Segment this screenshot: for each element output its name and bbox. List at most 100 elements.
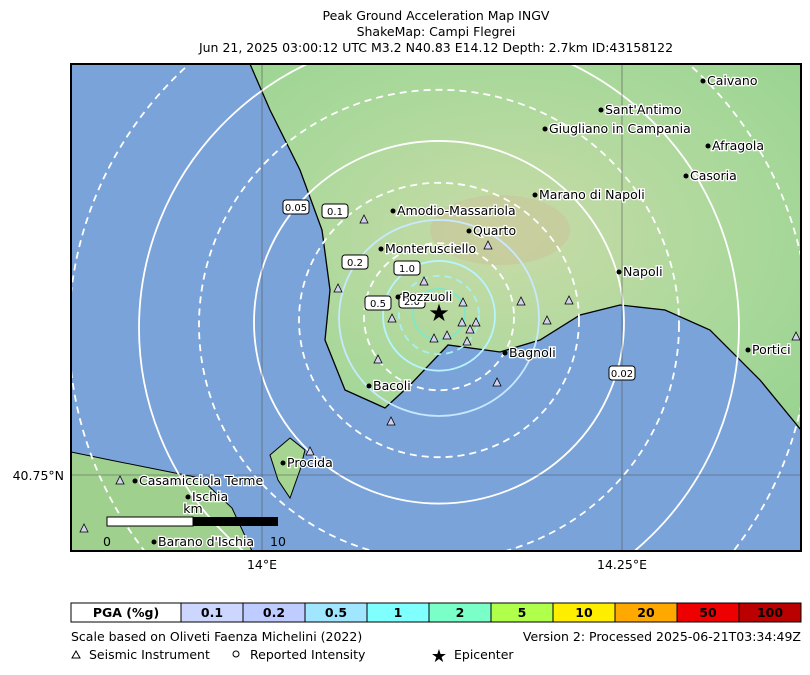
seismic-station — [516, 296, 526, 306]
contour-label: 2.0 — [404, 297, 420, 308]
epicenter: ★ — [428, 299, 450, 327]
pga-level: 50 — [699, 605, 717, 620]
place-label: Ischia — [192, 489, 228, 504]
seismic-station — [791, 331, 801, 341]
pga-level: 2 — [456, 605, 465, 620]
contour-label-box — [393, 260, 421, 276]
seismic-station — [564, 295, 574, 305]
place-dot — [745, 347, 751, 353]
seismic-station — [386, 416, 396, 426]
seismic-station — [373, 354, 383, 364]
event-info: Jun 21, 2025 03:00:12 UTC M3.2 N40.83 E1… — [198, 40, 673, 55]
contour-label: 0.1 — [327, 207, 343, 218]
contour — [382, 260, 496, 372]
contour-label-box — [608, 365, 636, 381]
contour — [138, 64, 740, 551]
seismic-station — [542, 315, 552, 325]
seismic-station — [305, 446, 315, 456]
place-dot — [395, 294, 401, 300]
contour-label-box — [341, 254, 369, 270]
place-dot — [378, 246, 384, 252]
place-label: Marano di Napoli — [539, 187, 645, 202]
seismic-station — [471, 317, 481, 327]
seismic-station — [442, 330, 452, 340]
pga-level: 10 — [575, 605, 593, 620]
contour-label: 0.05 — [285, 203, 307, 214]
title: Peak Ground Acceleration Map INGV — [323, 8, 550, 23]
place-dot — [542, 126, 548, 132]
scale-note: Scale based on Oliveti Faenza Michelini … — [71, 629, 362, 644]
epicenter-icon: ★ — [431, 646, 447, 667]
contour-label-box — [282, 199, 310, 215]
place-label: Barano d'Ischia — [158, 534, 254, 549]
place-dot — [502, 350, 508, 356]
seismic-station — [483, 240, 493, 250]
seismic-station — [429, 333, 439, 343]
contour-label: 0.02 — [611, 369, 633, 380]
pga-level: 5 — [518, 605, 527, 620]
seismic-station — [333, 283, 343, 293]
contour — [363, 242, 515, 392]
legend-label: Epicenter — [454, 647, 514, 662]
place-label: Bacoli — [373, 378, 411, 393]
place-dot — [132, 478, 138, 484]
scale-unit: km — [183, 501, 202, 516]
contour — [338, 219, 540, 417]
place-label: Sant'Antimo — [605, 102, 682, 117]
place-label: Giugliano in Campania — [549, 121, 691, 136]
place-label: Portici — [752, 342, 791, 357]
place-label: Monterusciello — [385, 241, 476, 256]
place-dot — [151, 539, 157, 545]
place-dot — [705, 143, 711, 149]
place-dot — [280, 460, 286, 466]
place-dot — [390, 208, 396, 214]
place-label: Bagnoli — [509, 345, 556, 360]
pga-level: 20 — [637, 605, 655, 620]
seismic-station — [457, 317, 467, 327]
place-dot — [185, 494, 191, 500]
scale-bar: km 0 10 — [103, 500, 286, 549]
map: ★ — [71, 64, 801, 551]
contour-label: 0.5 — [370, 299, 386, 310]
place-dot — [683, 173, 689, 179]
contour — [412, 287, 466, 341]
pga-level: 0.2 — [263, 605, 285, 620]
place-dot — [366, 383, 372, 389]
contour — [198, 88, 680, 551]
contour-label-box — [321, 203, 349, 219]
contour-label-box — [364, 295, 392, 311]
pga-cell — [738, 602, 802, 623]
lon-label: 14.25°E — [597, 557, 647, 572]
contour-label: 1.0 — [399, 264, 415, 275]
place-label: Quarto — [473, 223, 516, 238]
pga-level: 0.5 — [325, 605, 347, 620]
legend-label: Reported Intensity — [250, 647, 366, 662]
pga-header: PGA (%g) — [93, 605, 159, 620]
seismic-station — [458, 297, 468, 307]
seismic-station — [462, 336, 472, 346]
seismic-station — [419, 276, 429, 286]
pga-level: 100 — [757, 605, 783, 620]
lon-label: 14°E — [247, 557, 277, 572]
seismic-station — [465, 324, 475, 334]
scale-start: 0 — [103, 534, 111, 549]
contour-label: 0.2 — [347, 258, 363, 269]
place-label: Pozzuoli — [402, 289, 452, 304]
place-label: Afragola — [712, 138, 764, 153]
place-label: Napoli — [623, 264, 663, 279]
seismic-station — [115, 475, 125, 485]
legend-label: Seismic Instrument — [89, 647, 210, 662]
version: Version 2: Processed 2025-06-21T03:34:49… — [523, 629, 801, 644]
seismic-station — [79, 523, 89, 533]
pga-level: 0.1 — [201, 605, 223, 620]
place-dot — [616, 269, 622, 275]
place-dot — [532, 192, 538, 198]
place-label: Casoria — [690, 168, 737, 183]
seismic-station — [387, 313, 397, 323]
seismic-station — [492, 377, 502, 387]
subtitle: ShakeMap: Campi Flegrei — [357, 24, 516, 39]
seismic-station — [359, 214, 369, 224]
place-dot — [466, 228, 472, 234]
scale-end: 10 — [270, 534, 286, 549]
